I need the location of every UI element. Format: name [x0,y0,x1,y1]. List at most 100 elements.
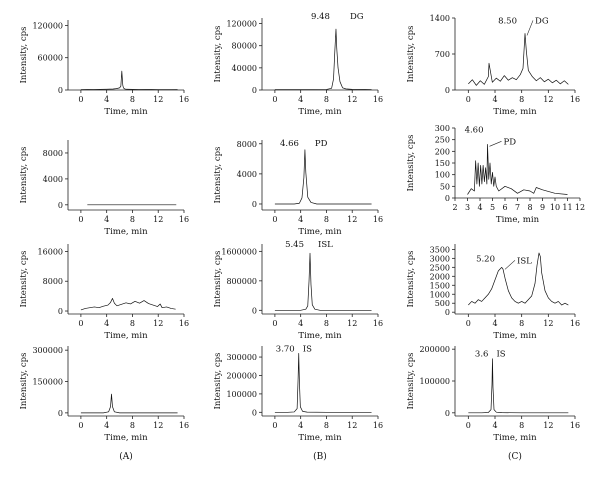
x-tick-label: 16 [570,95,580,104]
panel-a1: 0 4 8 12 16 0 60000 120000 Time, min Intensity, c… [19,20,189,117]
y-tick-label: 100000 [226,390,257,399]
panel-a2: 0 4 8 12 16 0 4000 8000 Time, min Intensity, cps [19,140,189,237]
x-tick-label: 8 [527,203,532,212]
x-axis-label: Time, min [104,227,148,237]
peak-retention-label: 3.70 [276,344,295,354]
y-tick-label: 200000 [226,371,257,380]
x-tick-label: 12 [347,319,357,328]
y-axis-label: Intensity, cps [406,26,416,83]
y-tick-label: 800000 [226,277,257,286]
y-axis-label: Intensity, cps [213,147,223,204]
x-tick-label: 16 [570,319,580,328]
y-tick-label: 4000 [43,175,63,184]
peak-compound-label: PD [504,137,517,147]
x-tick-label: 4 [104,421,109,430]
x-tick-label: 8 [324,421,329,430]
peak-retention-label: 5.45 [285,240,304,250]
x-tick-label: 0 [466,95,471,104]
peak-leader-line [504,260,516,270]
y-tick-label: 100000 [419,377,450,386]
y-tick-label: 0 [58,201,63,210]
y-axis-label: Intensity, cps [19,251,29,308]
x-tick-label: 4 [298,95,303,104]
y-tick-label: 16000 [38,247,63,256]
y-tick-label: 1600000 [221,247,257,256]
x-tick-label: 5 [490,203,495,212]
panel-c4: 0 4 8 12 16 0 100000 200000 Time, min Intensity, … [406,345,580,443]
y-tick-label: 120000 [32,21,63,30]
x-tick-label: 3 [465,203,470,212]
y-tick-label: 0 [445,194,450,203]
y-axis-label: Intensity, cps [213,353,223,410]
x-tick-label: 0 [272,215,277,224]
x-tick-label: 16 [179,319,189,328]
x-tick-label: 12 [543,421,553,430]
y-tick-label: 4000 [237,170,257,179]
y-tick-label: 3000 [430,254,450,263]
peak-retention-label: 3.6 [475,350,489,360]
x-tick-label: 12 [153,421,163,430]
y-tick-label: 1000 [430,290,450,299]
x-tick-label: 4 [104,215,109,224]
y-tick-label: 300000 [32,346,63,355]
y-axis-label: Intensity, cps [19,147,29,204]
column-label: (A) [119,451,133,462]
x-axis-label: Time, min [496,215,540,225]
x-tick-label: 8 [324,215,329,224]
peak-leader-line [489,141,502,147]
peak-retention-label: 9.48 [311,12,330,22]
y-tick-label: 0 [58,307,63,316]
x-axis-label: Time, min [104,433,148,443]
chromatogram-trace [80,298,176,311]
x-tick-label: 4 [477,203,482,212]
peak-compound-label: IS [303,344,312,354]
column-label: (B) [313,451,327,462]
x-tick-label: 12 [347,215,357,224]
x-tick-label: 0 [466,421,471,430]
x-tick-label: 8 [130,319,135,328]
x-tick-label: 0 [272,421,277,430]
x-tick-label: 8 [519,421,524,430]
chromatogram-trace [468,33,569,86]
y-tick-label: 2000 [430,272,450,281]
x-tick-label: 8 [324,319,329,328]
x-tick-label: 16 [373,319,383,328]
y-axis-label: Intensity, cps [406,135,416,192]
x-tick-label: 8 [130,215,135,224]
x-tick-label: 8 [519,95,524,104]
x-tick-label: 8 [519,319,524,328]
chromatogram-trace [274,252,372,311]
x-tick-label: 4 [492,319,497,328]
x-tick-label: 12 [347,95,357,104]
x-tick-label: 0 [78,215,83,224]
chromatogram-trace [468,252,569,306]
x-tick-label: 12 [575,203,585,212]
peak-retention-label: 8.50 [498,16,517,26]
chromatogram-trace [467,143,568,195]
y-tick-label: 150000 [32,378,63,387]
x-axis-label: Time, min [493,433,537,443]
x-tick-label: 4 [104,319,109,328]
x-tick-label: 12 [543,319,553,328]
peak-retention-label: 4.60 [465,125,484,135]
peak-leader-line [526,20,534,36]
y-tick-label: 50 [440,182,450,191]
x-axis-label: Time, min [298,227,342,237]
x-tick-label: 0 [272,319,277,328]
x-axis-label: Time, min [493,107,537,117]
x-tick-label: 7 [515,203,520,212]
y-tick-label: 250 [435,136,450,145]
x-tick-label: 12 [153,319,163,328]
panel-a3: 0 4 8 12 16 0 8000 16000 Time, min Intensity, cps [19,244,189,341]
y-tick-label: 0 [445,409,450,418]
x-tick-label: 16 [373,421,383,430]
y-tick-label: 8000 [43,149,63,158]
y-axis-label: Intensity, cps [406,251,416,308]
x-tick-label: 4 [298,215,303,224]
chromatogram-trace [274,28,372,90]
y-tick-label: 300000 [226,353,257,362]
x-tick-label: 16 [373,215,383,224]
y-tick-label: 0 [252,408,257,417]
x-axis-label: Time, min [104,107,148,117]
